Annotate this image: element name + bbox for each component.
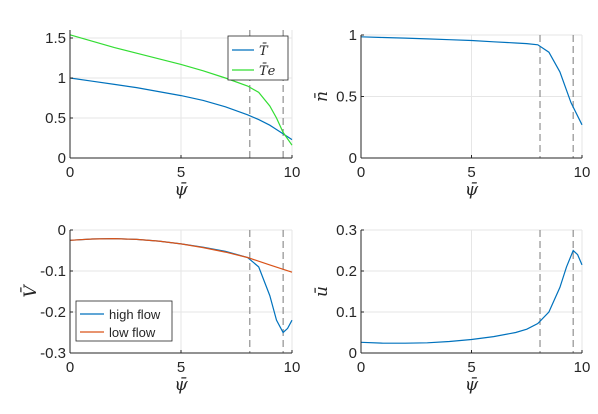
x-tick-label: 10 xyxy=(284,359,301,376)
legend: high flow low flow xyxy=(75,300,173,342)
y-tick-label: 0 xyxy=(58,150,66,167)
x-tick-label: 0 xyxy=(66,164,74,181)
y-tick-label: 0 xyxy=(349,150,357,167)
series-line-T-0 xyxy=(69,77,293,141)
x-tick-label: 5 xyxy=(177,164,185,181)
x-tick-label: 5 xyxy=(467,359,475,376)
series-line-n-0 xyxy=(360,36,583,126)
x-tick-label: 0 xyxy=(357,164,365,181)
y-tick-label: -0.2 xyxy=(40,304,66,321)
series-line-T-1 xyxy=(69,34,293,146)
x-tick-label: 5 xyxy=(177,359,185,376)
x-tick-label: 10 xyxy=(284,164,301,181)
x-tick-label: 5 xyxy=(467,164,475,181)
y-tick-label: 0.5 xyxy=(45,110,66,127)
x-tick-label: 0 xyxy=(357,359,365,376)
x-tick-label: 10 xyxy=(574,359,591,376)
y-axis-label: ū xyxy=(312,286,332,297)
y-tick-label: 0 xyxy=(58,222,66,239)
y-tick-label: -0.1 xyxy=(40,263,66,280)
x-axis-label: ψ̄ xyxy=(174,375,188,395)
legend-box xyxy=(75,300,173,342)
x-axis-label: ψ̄ xyxy=(465,180,479,200)
y-axis-label: n̄ xyxy=(312,91,332,102)
series-line-u-0 xyxy=(360,249,583,344)
chart-panel-T: 0 5 10 0 0.5 1 1.5 ψ̄ T̄ T̄e xyxy=(45,30,300,200)
chart-panel-V: 0 5 10 -0.3 -0.2 -0.1 0 ψ̄ V̄ high flow low flow xyxy=(19,222,300,395)
chart-panel-n: 0 5 10 0 0.5 1 ψ̄ n̄ xyxy=(312,27,590,200)
legend-label: T̄ xyxy=(259,43,269,59)
chart-panel-u: 0 5 10 0 0.1 0.2 0.3 ψ̄ ū xyxy=(312,222,590,395)
y-tick-label: 0.1 xyxy=(336,304,357,321)
y-tick-label: 0.2 xyxy=(336,263,357,280)
legend-label: low flow xyxy=(109,325,156,340)
y-tick-label: 0.3 xyxy=(336,222,357,239)
x-axis-label: ψ̄ xyxy=(465,375,479,395)
x-tick-label: 10 xyxy=(574,164,591,181)
legend: T̄ T̄e xyxy=(227,35,289,81)
series-line-V-1 xyxy=(69,237,293,273)
x-tick-label: 0 xyxy=(66,359,74,376)
y-tick-label: 0.5 xyxy=(336,89,357,106)
y-tick-label: 1 xyxy=(58,70,66,87)
y-tick-label: 1.5 xyxy=(45,30,66,47)
x-axis-label: ψ̄ xyxy=(174,180,188,200)
legend-label: high flow xyxy=(109,307,161,322)
legend-label: T̄e xyxy=(259,63,276,79)
y-tick-label: 0 xyxy=(349,345,357,362)
y-axis-label: V̄ xyxy=(19,284,41,298)
y-tick-label: 1 xyxy=(349,27,357,44)
legend-box xyxy=(227,35,289,81)
y-tick-label: -0.3 xyxy=(40,345,66,362)
